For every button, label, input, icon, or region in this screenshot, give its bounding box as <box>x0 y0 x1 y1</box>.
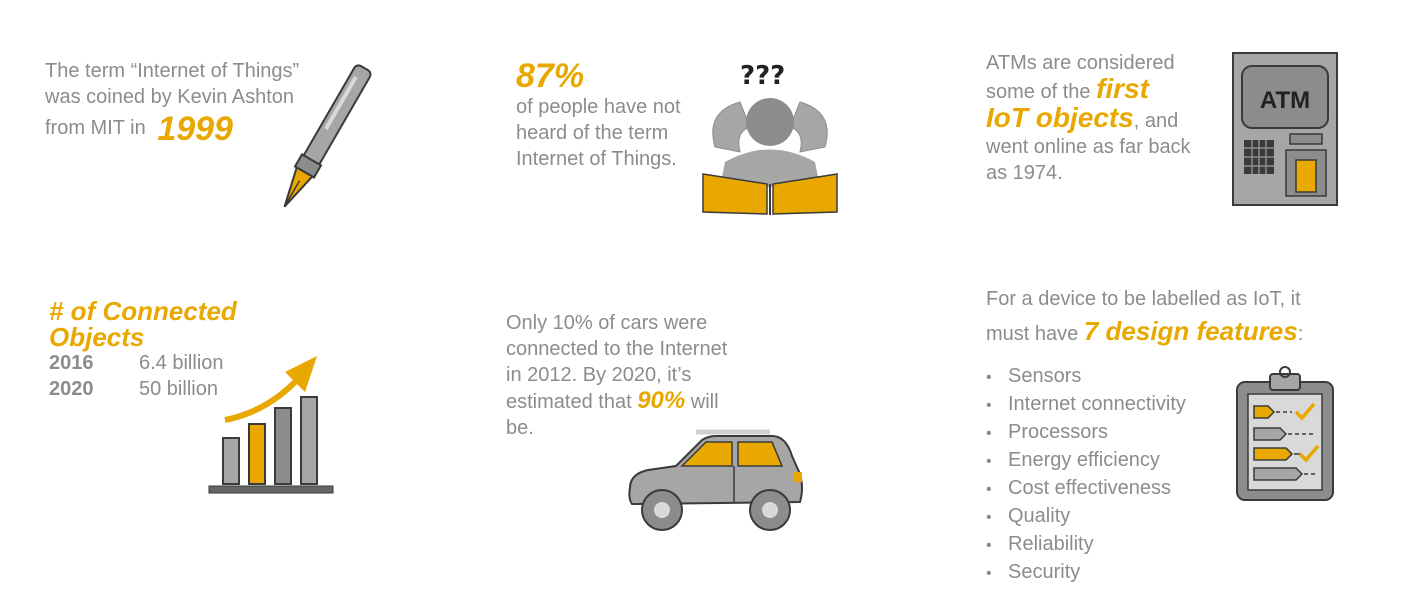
fact-cars-line3: in 2012. By 2020, it’s <box>506 364 692 386</box>
stat-row: 2020 50 billion <box>49 376 237 402</box>
fact-ashton-line3: from MIT in <box>45 117 146 139</box>
design-features-line2-wrap: must have 7 design features: <box>986 318 1303 347</box>
fountain-pen-icon <box>283 64 372 208</box>
fact-cars-line5: be. <box>506 417 534 439</box>
fact-ashton-line2: was coined by Kevin Ashton <box>45 86 295 108</box>
fact-atm: ATMs are considered some of the first Io… <box>986 50 1191 186</box>
feature-list: Sensors Internet connectivity Processors… <box>986 363 1186 587</box>
stat-row: 2016 6.4 billion <box>49 350 237 376</box>
list-item: Processors <box>986 419 1186 447</box>
question-marks: ??? <box>740 61 785 91</box>
percent-87: 87% <box>516 57 585 95</box>
stat-value: 6.4 billion <box>139 352 224 374</box>
fact-cars-line1: Only 10% of cars were <box>506 312 708 334</box>
design-features-line2-post: : <box>1297 323 1304 345</box>
confused-reader-icon: ??? <box>702 61 838 215</box>
fact-connected-cars: Only 10% of cars were connected to the I… <box>506 310 727 441</box>
fact-awareness-line3: Internet of Things. <box>516 148 677 170</box>
list-item: Energy efficiency <box>986 447 1186 475</box>
fact-cars-line4-pre: estimated that <box>506 391 632 413</box>
list-item: Quality <box>986 503 1186 531</box>
fact-design-features: For a device to be labelled as IoT, it m… <box>986 286 1303 347</box>
car-icon <box>628 429 803 531</box>
connected-objects-title-line2: Objects <box>49 322 145 352</box>
fact-atm-line5: as 1974. <box>986 162 1063 184</box>
highlight-90-percent: 90% <box>637 387 686 414</box>
fact-atm-line4: went online as far back <box>986 136 1191 158</box>
list-item: Internet connectivity <box>986 391 1186 419</box>
highlight-first: first <box>1096 73 1149 104</box>
fact-atm-line2-wrap: some of the first <box>986 73 1191 105</box>
fact-atm-line3-wrap: IoT objects, and <box>986 102 1191 134</box>
fact-awareness-line1: of people have not <box>516 96 681 118</box>
year-1999: 1999 <box>157 110 233 148</box>
atm-label: ATM <box>1260 87 1310 114</box>
clipboard-checklist-icon <box>1236 366 1334 501</box>
fact-ashton-line1: The term “Internet of Things” <box>45 60 300 82</box>
fact-awareness-line2: heard of the term <box>516 122 669 144</box>
fact-atm-line2: some of the <box>986 81 1091 103</box>
stat-year: 2020 <box>49 378 94 400</box>
fact-atm-line1: ATMs are considered <box>986 52 1175 74</box>
list-item: Cost effectiveness <box>986 475 1186 503</box>
design-features-line2-pre: must have <box>986 323 1079 345</box>
highlight-iot-objects: IoT objects <box>986 102 1134 133</box>
stat-value: 50 billion <box>139 378 218 400</box>
growth-bar-chart-icon <box>208 356 334 494</box>
fact-atm-line3-post: , and <box>1133 110 1179 132</box>
fact-cars-line4-post: will <box>690 391 719 413</box>
fact-ashton: The term “Internet of Things” was coined… <box>45 58 300 146</box>
fact-awareness: 87% of people have not heard of the term… <box>516 58 681 172</box>
list-item: Sensors <box>986 363 1186 391</box>
connected-objects-title-line1: # of Connected <box>49 296 237 326</box>
atm-machine-icon: ATM <box>1232 52 1338 206</box>
fact-cars-line4-wrap: estimated that 90% will <box>506 388 727 415</box>
fact-cars-line2: connected to the Internet <box>506 338 728 360</box>
fact-ashton-line3-wrap: from MIT in 1999 <box>45 110 299 146</box>
highlight-7-design-features: 7 design features <box>1083 316 1298 346</box>
design-features-line1: For a device to be labelled as IoT, it <box>986 288 1301 310</box>
list-item: Security <box>986 559 1186 587</box>
stat-year: 2016 <box>49 352 94 374</box>
fact-connected-objects: # of Connected Objects 2016 6.4 billion 2… <box>49 298 237 402</box>
list-item: Reliability <box>986 531 1186 559</box>
